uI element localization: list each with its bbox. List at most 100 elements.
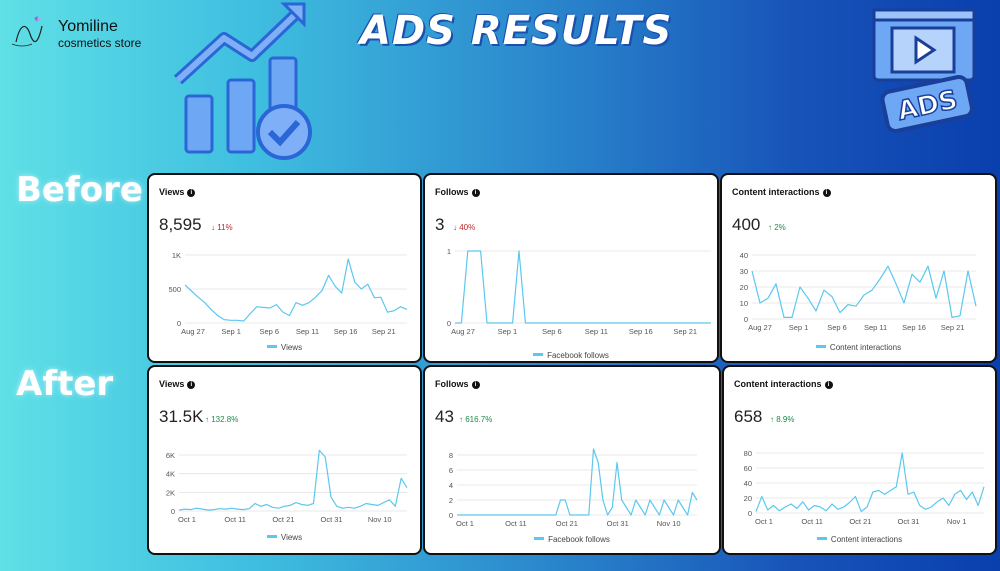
before-views-card: Views i 8,595 ↓ 11% 1K 500 0 Aug 27 Sep 1 Sep 6 Se… (147, 173, 422, 363)
chart-title-text: Views (159, 379, 185, 389)
y-tick-label: 0 (449, 511, 453, 520)
x-tick-label: Oct 31 (607, 519, 629, 528)
chart-title-text: Content interactions (734, 379, 822, 389)
x-tick-label: Nov 1 (947, 517, 967, 526)
x-tick-label: Sep 11 (864, 323, 887, 332)
y-tick-label: 0 (171, 507, 175, 516)
metric-change-value: 2% (774, 223, 786, 232)
arrow-up-icon: ↑ (459, 415, 466, 424)
series-line (755, 452, 985, 513)
metric-value: 31.5K (159, 407, 204, 426)
chart-title: Follows i (435, 379, 480, 389)
y-tick-label: 20 (744, 494, 752, 503)
x-tick-label: Oct 1 (178, 515, 196, 524)
metric-change-value: 132.8% (211, 415, 239, 424)
arrow-down-icon: ↓ (453, 223, 460, 232)
x-tick-label: Oct 1 (755, 517, 773, 526)
chart-legend: Facebook follows (425, 535, 719, 544)
metric-value: 8,595 (159, 215, 202, 234)
y-tick-label: 500 (168, 285, 181, 294)
series-line (457, 448, 698, 516)
metric-change-value: 40% (459, 223, 476, 232)
chart-title-text: Views (159, 187, 185, 197)
before-label: Before (16, 170, 143, 210)
info-icon[interactable]: i (471, 381, 480, 389)
metric-change-value: 616.7% (465, 415, 493, 424)
info-icon[interactable]: i (471, 189, 480, 197)
after-follows-card: Follows i 43 ↑ 616.7% 8 6 4 2 0 Oct 1 Oct 11 Oct 21… (423, 365, 721, 555)
legend-swatch (534, 537, 545, 540)
series-line (455, 250, 711, 324)
info-icon[interactable]: i (187, 189, 196, 197)
legend-label: Views (280, 533, 303, 542)
y-tick-label: 4 (449, 481, 453, 490)
chart-title-text: Follows (435, 379, 469, 389)
chart-title-text: Follows (435, 187, 469, 197)
y-tick-label: 10 (740, 299, 748, 308)
before-interactions-card: Content interactions i 400 ↑ 2% 40 30 20 10 0 Aug… (720, 173, 997, 363)
ads-video-icon: ADS (872, 8, 976, 133)
metric-value: 43 (435, 407, 454, 426)
x-tick-label: Nov 10 (368, 515, 392, 524)
after-views-card: Views i 31.5K ↑ 132.8% 6K 4K 2K 0 Oct 1 Oct 11 Oct… (147, 365, 422, 555)
x-tick-label: Oct 11 (224, 515, 246, 524)
y-tick-label: 1K (172, 251, 181, 260)
x-tick-label: Nov 10 (657, 519, 681, 528)
y-tick-label: 0 (744, 315, 748, 324)
brand-name: Yomiline (58, 18, 118, 35)
y-tick-label: 80 (744, 449, 752, 458)
legend-swatch (533, 353, 544, 356)
chart-title: Content interactions i (732, 187, 831, 197)
legend-label: Content interactions (829, 343, 902, 352)
x-tick-label: Aug 27 (181, 327, 205, 336)
x-tick-label: Sep 21 (372, 327, 396, 336)
metric-change: ↓ 11% (211, 223, 233, 232)
legend-label: Facebook follows (548, 535, 610, 544)
x-tick-label: Oct 11 (505, 519, 527, 528)
legend-swatch (816, 537, 827, 540)
chart-title: Views i (159, 187, 196, 197)
metric-change: ↓ 40% (453, 223, 475, 232)
series-line (751, 265, 977, 319)
x-tick-label: Sep 11 (585, 327, 608, 336)
x-tick-label: Oct 11 (801, 517, 823, 526)
legend-swatch (266, 345, 277, 348)
x-tick-label: Sep 16 (334, 327, 358, 336)
y-tick-label: 40 (744, 479, 752, 488)
brand-logo-icon (11, 16, 43, 47)
x-tick-label: Aug 27 (748, 323, 772, 332)
page-title: ADS RESULTS (360, 8, 673, 54)
chart-title: Views i (159, 379, 196, 389)
brand: Yomiline cosmetics store (8, 14, 141, 50)
info-icon[interactable]: i (824, 381, 833, 389)
y-tick-label: 20 (740, 283, 748, 292)
y-tick-label: 30 (740, 267, 748, 276)
chart-title: Follows i (435, 187, 480, 197)
chart-legend: Views (149, 533, 420, 542)
chart-legend: Facebook follows (425, 351, 717, 360)
metric-value: 400 (732, 215, 761, 234)
info-icon[interactable]: i (822, 189, 831, 197)
metric-change: ↑ 616.7% (459, 415, 492, 424)
legend-swatch (815, 345, 826, 348)
metric-change: ↑ 132.8% (205, 415, 238, 424)
y-tick-label: 8 (449, 451, 453, 460)
metric-change-value: 8.9% (776, 415, 795, 424)
x-tick-label: Sep 6 (827, 323, 847, 332)
legend-label: Facebook follows (547, 351, 609, 360)
info-icon[interactable]: i (187, 381, 196, 389)
x-tick-label: Oct 21 (272, 515, 294, 524)
series-line (184, 258, 408, 322)
metric-value: 658 (734, 407, 763, 426)
x-tick-label: Sep 6 (542, 327, 562, 336)
x-tick-label: Oct 31 (897, 517, 919, 526)
chart-legend: Content interactions (722, 343, 995, 352)
chart-title: Content interactions i (734, 379, 833, 389)
x-tick-label: Sep 1 (221, 327, 241, 336)
x-tick-label: Sep 1 (498, 327, 518, 336)
